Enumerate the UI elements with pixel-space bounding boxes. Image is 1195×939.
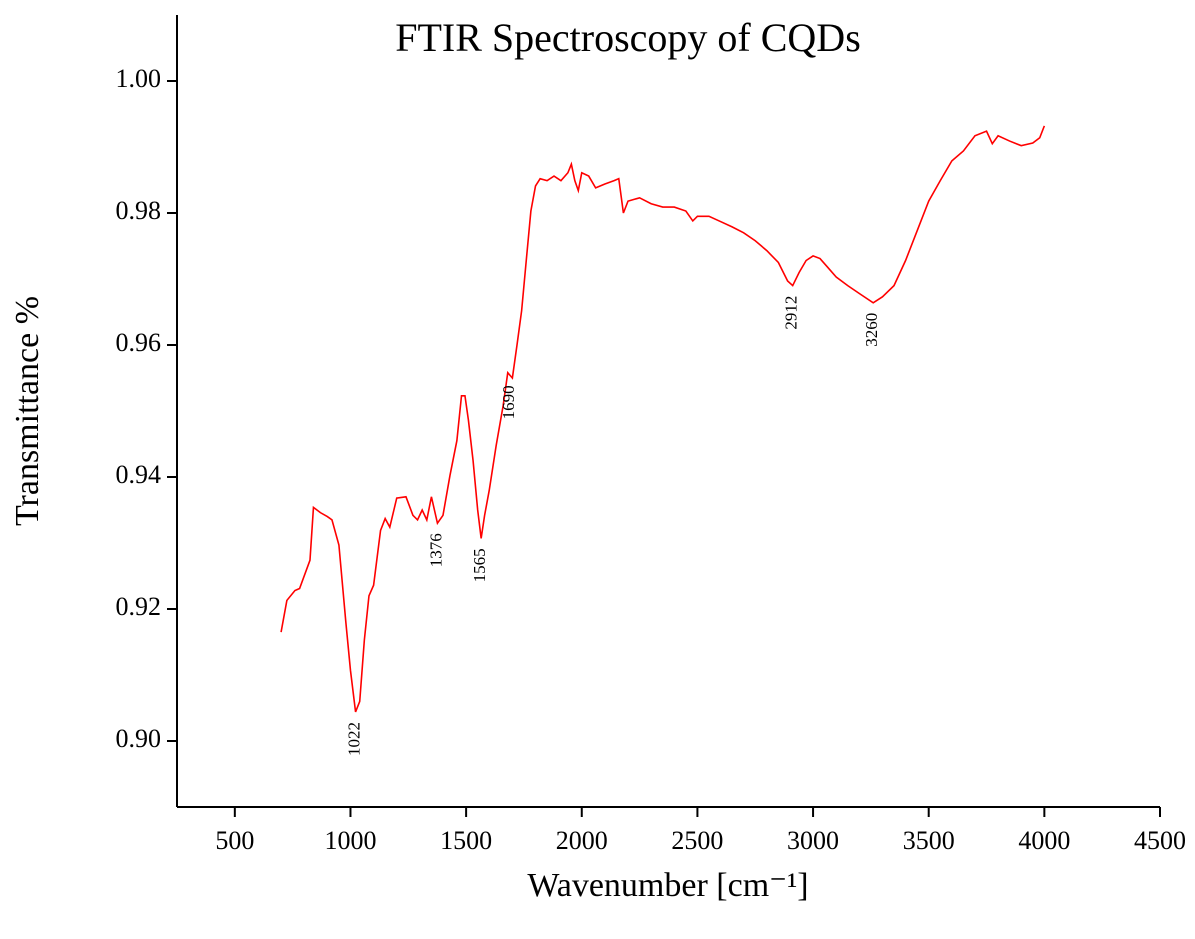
- y-tick-label: 0.90: [116, 724, 162, 753]
- x-tick-label: 4000: [1018, 826, 1070, 855]
- peak-label: 1376: [426, 533, 445, 567]
- chart-title: FTIR Spectroscopy of CQDs: [395, 15, 861, 60]
- peak-label: 2912: [782, 296, 801, 330]
- y-tick-label: 0.94: [116, 460, 162, 489]
- x-tick-label: 1500: [440, 826, 492, 855]
- x-tick-label: 3500: [903, 826, 955, 855]
- x-axis-label: Wavenumber [cm⁻¹]: [527, 867, 808, 904]
- y-tick-label: 0.96: [116, 328, 162, 357]
- x-tick-label: 2500: [671, 826, 723, 855]
- peak-label: 1565: [470, 548, 489, 582]
- y-axis-label: Transmittance %: [9, 296, 46, 526]
- y-tick-label: 1.00: [116, 64, 162, 93]
- x-tick-label: 4500: [1134, 826, 1186, 855]
- y-tick-label: 0.98: [116, 196, 162, 225]
- x-tick-label: 1000: [324, 826, 376, 855]
- x-tick-label: 2000: [556, 826, 608, 855]
- peak-label: 1690: [499, 385, 518, 419]
- x-tick-label: 3000: [787, 826, 839, 855]
- y-tick-label: 0.92: [116, 592, 162, 621]
- peak-label: 1022: [344, 722, 363, 756]
- peak-label: 3260: [862, 313, 881, 347]
- x-tick-label: 500: [215, 826, 254, 855]
- spectrum-line: [280, 125, 1046, 713]
